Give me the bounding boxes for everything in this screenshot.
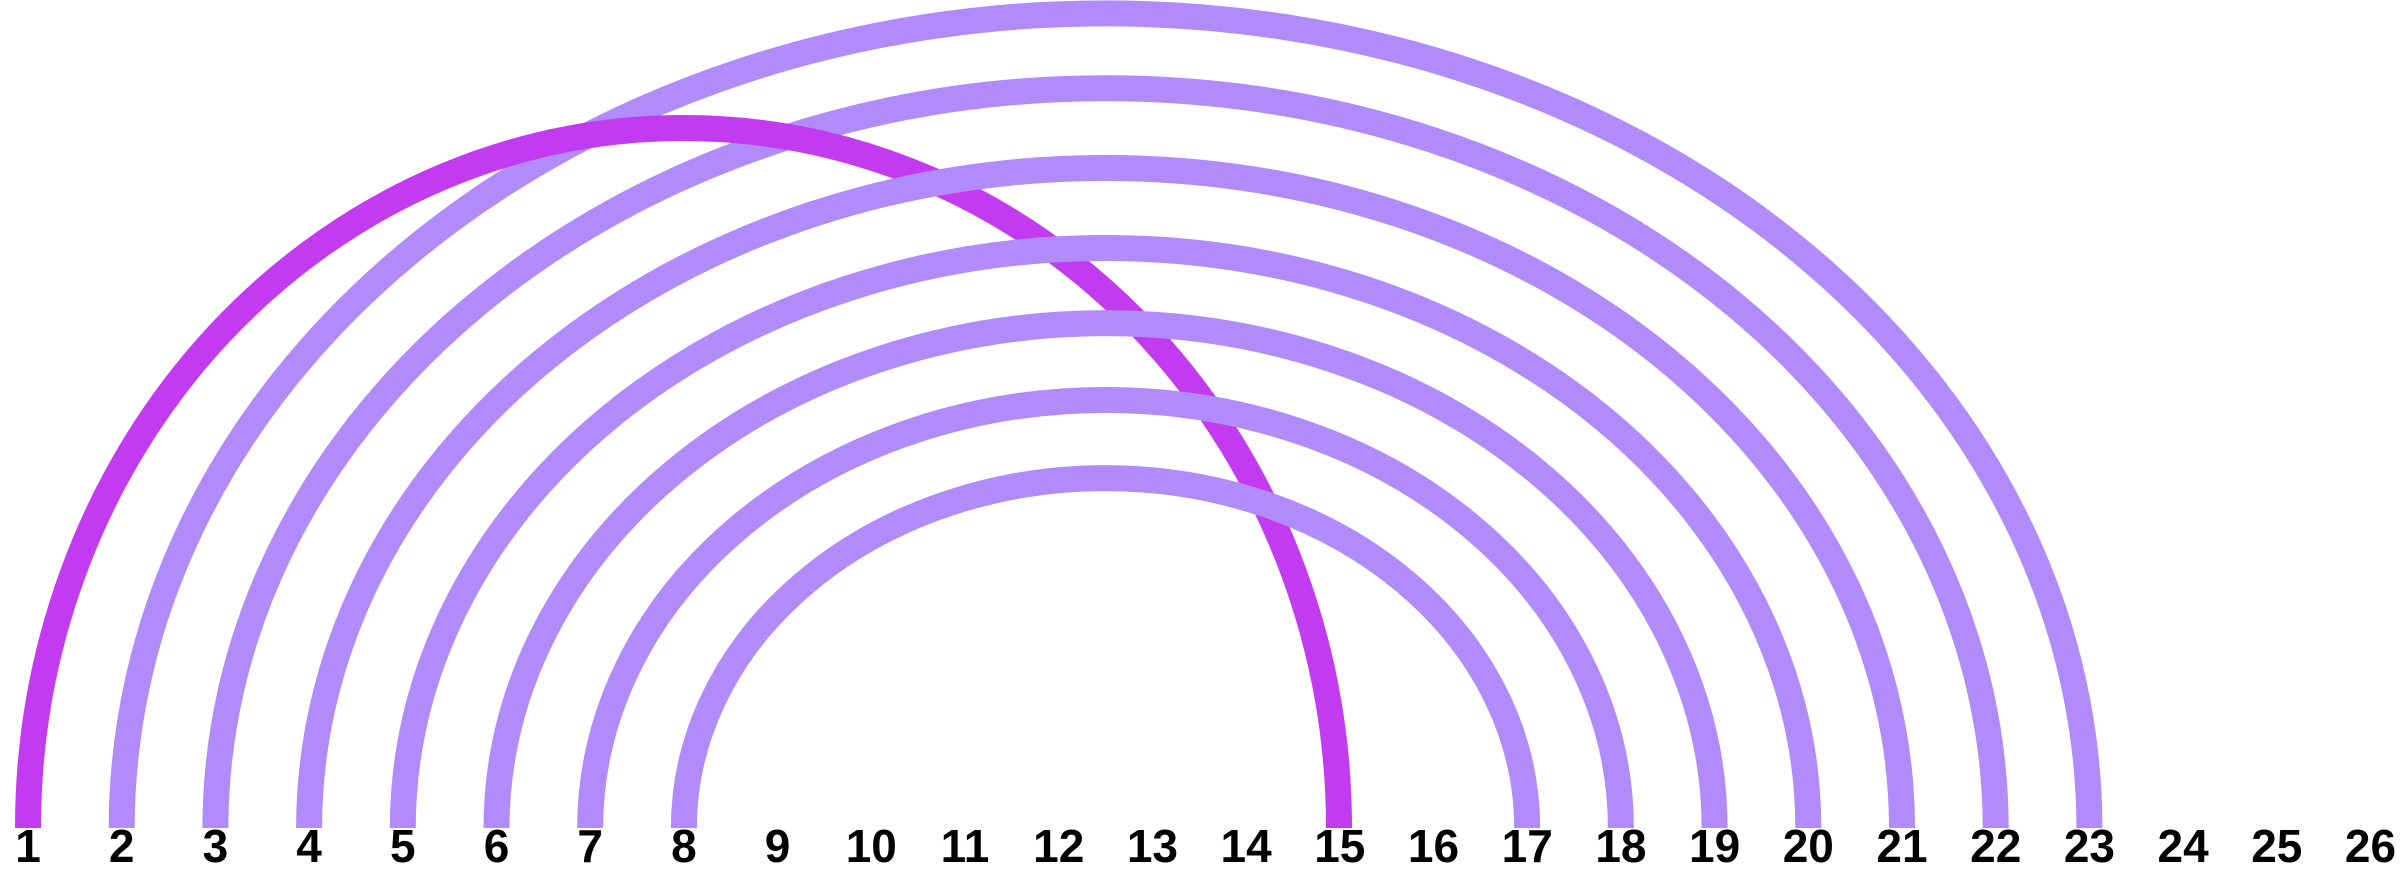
arc-2-23 [108, 0, 2103, 829]
node-labels: 1 2 3 4 5 6 7 8 9 10 11 12 13 14 15 16 17 18 19 20 21 22 23 24 2… [15, 820, 2396, 872]
node-label-1: 1 [15, 820, 41, 872]
arc-5-20 [389, 235, 1822, 829]
node-label-10: 10 [846, 820, 897, 872]
node-label-18: 18 [1595, 820, 1646, 872]
node-label-23: 23 [2064, 820, 2115, 872]
node-label-4: 4 [296, 820, 322, 872]
node-label-21: 21 [1876, 820, 1927, 872]
node-label-3: 3 [203, 820, 229, 872]
node-label-8: 8 [671, 820, 697, 872]
arc-4-21 [296, 155, 1915, 829]
arc-7-18 [577, 387, 1634, 829]
node-label-11: 11 [941, 820, 990, 872]
node-label-16: 16 [1408, 820, 1459, 872]
node-label-24: 24 [2158, 820, 2210, 872]
arc-8-17 [670, 465, 1541, 829]
node-label-12: 12 [1033, 820, 1084, 872]
node-label-20: 20 [1783, 820, 1834, 872]
node-label-2: 2 [109, 820, 135, 872]
node-label-17: 17 [1502, 820, 1553, 872]
node-label-6: 6 [484, 820, 510, 872]
node-label-9: 9 [765, 820, 791, 872]
node-label-15: 15 [1314, 820, 1365, 872]
node-label-13: 13 [1127, 820, 1178, 872]
arcs-layer [15, 0, 2103, 829]
node-label-25: 25 [2251, 820, 2302, 872]
node-label-22: 22 [1970, 820, 2021, 872]
node-label-14: 14 [1221, 820, 1273, 872]
arc-6-19 [483, 310, 1728, 829]
arc-3-22 [202, 75, 2009, 829]
node-label-19: 19 [1689, 820, 1740, 872]
node-label-5: 5 [390, 820, 416, 872]
node-label-26: 26 [2345, 820, 2396, 872]
node-label-7: 7 [577, 820, 603, 872]
